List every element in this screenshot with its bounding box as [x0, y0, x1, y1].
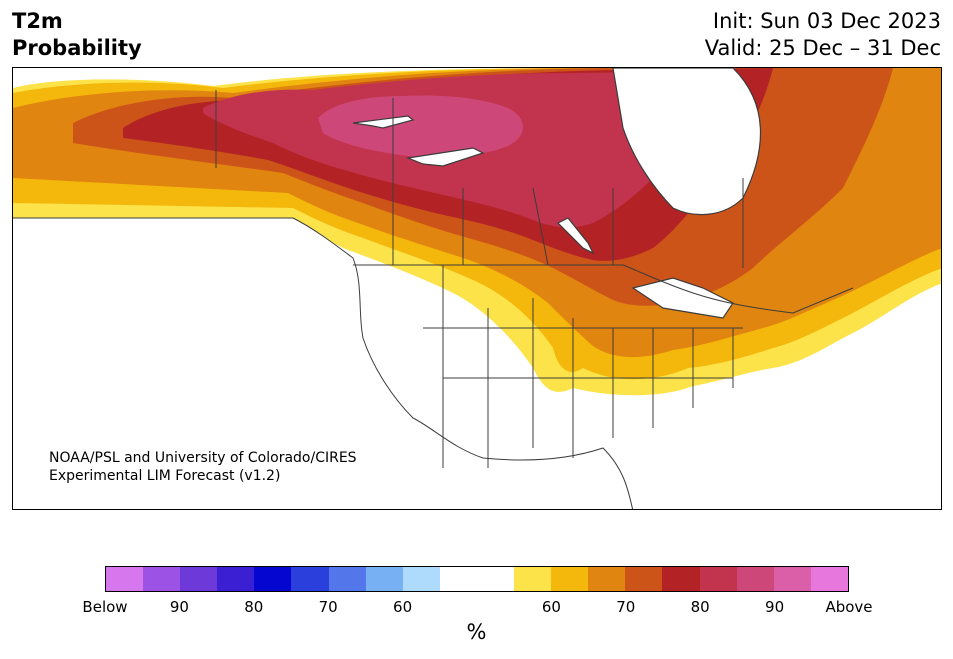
map-title: T2m Probability — [12, 9, 142, 60]
canada-provinces — [392, 98, 744, 268]
colorbar-swatch — [699, 567, 737, 591]
coastline — [13, 217, 634, 509]
colorbar-unit: % — [466, 620, 487, 644]
colorbar-swatch — [365, 567, 403, 591]
colorbar-swatch — [291, 567, 329, 591]
credit-line-1: NOAA/PSL and University of Colorado/CIRE… — [49, 450, 357, 466]
colorbar-swatch — [439, 567, 477, 591]
colorbar-tick-label: 90 — [765, 598, 785, 616]
colorbar-swatch — [588, 567, 626, 591]
map-canvas — [13, 68, 941, 509]
colorbar-swatch — [773, 567, 811, 591]
colorbar-swatch — [106, 567, 144, 591]
date-info: Init: Sun 03 Dec 2023 Valid: 25 Dec – 31… — [705, 8, 941, 62]
colorbar-tick-label: 80 — [690, 598, 710, 616]
colorbar-swatch — [328, 567, 366, 591]
colorbar — [105, 566, 849, 592]
colorbar-tick-label: 80 — [244, 598, 264, 616]
init-date: Init: Sun 03 Dec 2023 — [712, 9, 941, 33]
colorbar-swatch — [402, 567, 440, 591]
colorbar-tick-label: 60 — [541, 598, 561, 616]
colorbar-swatch — [662, 567, 700, 591]
band-above-90 — [318, 95, 523, 158]
colorbar-tick-label: Below — [82, 598, 128, 616]
colorbar-tick-label: 70 — [318, 598, 338, 616]
lake-winnipeg — [556, 217, 595, 255]
colorbar-swatch — [254, 567, 292, 591]
great-slave-lake — [405, 147, 485, 167]
colorbar-swatch — [514, 567, 552, 591]
colorbar-swatch — [810, 567, 848, 591]
colorbar-swatch — [217, 567, 255, 591]
probability-map — [12, 67, 942, 510]
colorbar-swatch — [625, 567, 663, 591]
great-lakes — [631, 277, 734, 319]
credit-line-2: Experimental LIM Forecast (v1.2) — [49, 468, 281, 484]
colorbar-tick-label: Above — [825, 598, 873, 616]
colorbar-swatch — [476, 567, 515, 591]
us-states — [423, 265, 743, 468]
colorbar-swatch — [736, 567, 774, 591]
valid-range: Valid: 25 Dec – 31 Dec — [704, 36, 941, 60]
colorbar-ticks: Below 90 80 70 60 60 70 80 90 Above — [82, 598, 872, 618]
colorbar-swatch — [551, 567, 589, 591]
credit-text: NOAA/PSL and University of Colorado/CIRE… — [49, 449, 357, 485]
great-bear-lake — [352, 115, 415, 129]
hudson-bay — [612, 68, 761, 216]
colorbar-swatch — [143, 567, 181, 591]
colorbar-tick-label: 60 — [393, 598, 413, 616]
colorbar-tick-label: 70 — [616, 598, 636, 616]
colorbar-tick-label: 90 — [169, 598, 189, 616]
us-canada-border — [353, 264, 854, 314]
colorbar-swatch — [180, 567, 218, 591]
